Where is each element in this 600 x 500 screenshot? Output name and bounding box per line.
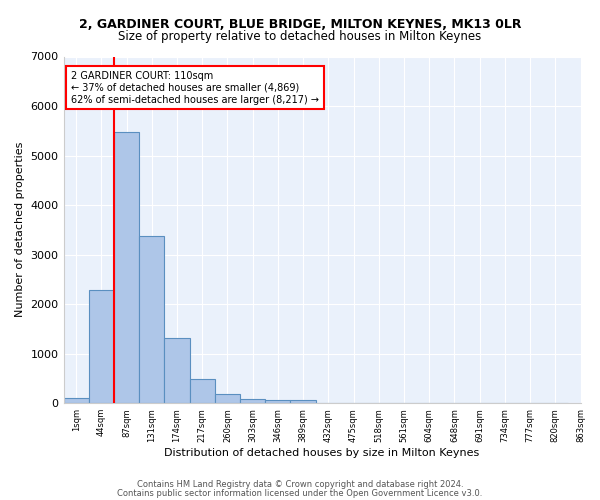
Text: Contains HM Land Registry data © Crown copyright and database right 2024.: Contains HM Land Registry data © Crown c…	[137, 480, 463, 489]
Bar	[89, 290, 114, 403]
Bar	[114, 132, 139, 403]
Y-axis label: Number of detached properties: Number of detached properties	[15, 142, 25, 318]
Bar	[215, 394, 240, 403]
Bar	[64, 398, 89, 403]
Bar	[290, 400, 316, 403]
Text: 2, GARDINER COURT, BLUE BRIDGE, MILTON KEYNES, MK13 0LR: 2, GARDINER COURT, BLUE BRIDGE, MILTON K…	[79, 18, 521, 30]
X-axis label: Distribution of detached houses by size in Milton Keynes: Distribution of detached houses by size …	[164, 448, 479, 458]
Text: 2 GARDINER COURT: 110sqm
← 37% of detached houses are smaller (4,869)
62% of sem: 2 GARDINER COURT: 110sqm ← 37% of detach…	[71, 72, 319, 104]
Bar	[240, 398, 265, 403]
Bar	[265, 400, 290, 403]
Text: Contains public sector information licensed under the Open Government Licence v3: Contains public sector information licen…	[118, 488, 482, 498]
Bar	[164, 338, 190, 403]
Bar	[190, 379, 215, 403]
Text: Size of property relative to detached houses in Milton Keynes: Size of property relative to detached ho…	[118, 30, 482, 43]
Bar	[139, 236, 164, 403]
